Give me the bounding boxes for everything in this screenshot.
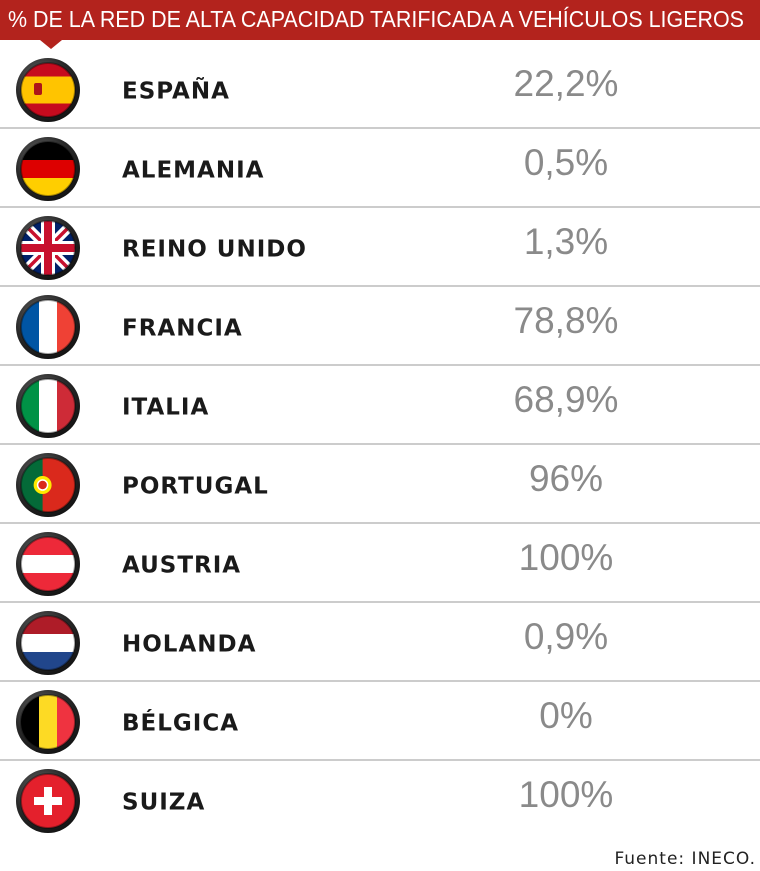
flag: [21, 695, 75, 749]
value: 100%: [519, 537, 614, 578]
source: Fuente: INECO.: [614, 849, 756, 869]
flag-gloss: [20, 299, 76, 355]
country: FRANCIA: [122, 316, 243, 342]
flag-stripe: [21, 616, 75, 635]
country: BÉLGICA: [122, 709, 239, 737]
row: SUIZA 100%: [16, 769, 613, 833]
country: AUSTRIA: [122, 553, 241, 579]
value: 100%: [519, 774, 614, 815]
value: 1,3%: [524, 221, 608, 262]
country: ITALIA: [122, 395, 209, 421]
flag-stripe: [21, 142, 75, 161]
flag-stripe: [57, 300, 75, 354]
flag: [21, 300, 75, 354]
value: 0,9%: [524, 616, 608, 657]
flag-stripe: [21, 695, 40, 749]
country: HOLANDA: [122, 632, 256, 658]
row: BÉLGICA 0%: [0, 690, 760, 761]
flag-gloss: [20, 536, 76, 592]
flag-stripe: [21, 652, 75, 670]
row: AUSTRIA 100%: [0, 532, 760, 603]
flag-stripe: [21, 178, 75, 196]
flag-stripe: [21, 555, 75, 574]
row: PORTUGAL 96%: [0, 453, 760, 524]
country: ALEMANIA: [122, 158, 264, 184]
flag-emblem: [34, 83, 42, 95]
flag: [21, 142, 75, 196]
flag-stripe: [39, 300, 58, 354]
flag-cross: [34, 797, 62, 805]
country: REINO UNIDO: [122, 237, 307, 263]
flag-stripe: [21, 379, 40, 433]
value: 22,2%: [514, 63, 619, 104]
row: REINO UNIDO 1,3%: [0, 216, 760, 287]
header-bar: [0, 0, 760, 40]
flag-gloss: [20, 378, 76, 434]
row: ALEMANIA 0,5%: [0, 137, 760, 208]
flag-gloss: [20, 773, 76, 829]
flag-gloss: [20, 141, 76, 197]
flag: [21, 537, 75, 591]
flag-cross: [21, 221, 75, 275]
flag-stripe: [21, 160, 75, 179]
flag-stripe: [57, 379, 75, 433]
flag-gloss: [20, 694, 76, 750]
rows: ESPAÑA 22,2% ALEMANIA 0,5% REINO UNIDO 1,3% FR…: [0, 58, 760, 833]
flag-stripe: [39, 695, 58, 749]
flag-stripe: [21, 76, 75, 104]
flag: [21, 379, 75, 433]
flag-gloss: [20, 62, 76, 118]
country: PORTUGAL: [122, 474, 269, 500]
flag-gloss: [20, 220, 76, 276]
flag-emblem: [36, 479, 49, 491]
flag: [21, 221, 75, 275]
country: ESPAÑA: [122, 77, 230, 105]
value: 78,8%: [514, 300, 619, 341]
row: ITALIA 68,9%: [0, 374, 760, 445]
flag-stripe: [39, 379, 58, 433]
flag-gloss: [20, 615, 76, 671]
header-pointer: [40, 40, 62, 49]
header-title: % DE LA RED DE ALTA CAPACIDAD TARIFICADA…: [8, 6, 744, 32]
flag-stripe: [21, 634, 75, 653]
country: SUIZA: [122, 790, 205, 816]
flag-gloss: [20, 457, 76, 513]
flag: [21, 616, 75, 670]
value: 0,5%: [524, 142, 608, 183]
flag-stripe: [21, 537, 75, 556]
flag-stripe: [21, 458, 44, 512]
value: 68,9%: [514, 379, 619, 420]
value: 96%: [529, 458, 603, 499]
flag-stripe: [57, 695, 75, 749]
flag-stripe: [21, 300, 40, 354]
row: ESPAÑA 22,2%: [0, 58, 760, 129]
flag-stripe: [21, 573, 75, 591]
flag: [21, 774, 75, 828]
row: FRANCIA 78,8%: [0, 295, 760, 366]
value: 0%: [539, 695, 592, 736]
row: HOLANDA 0,9%: [0, 611, 760, 682]
